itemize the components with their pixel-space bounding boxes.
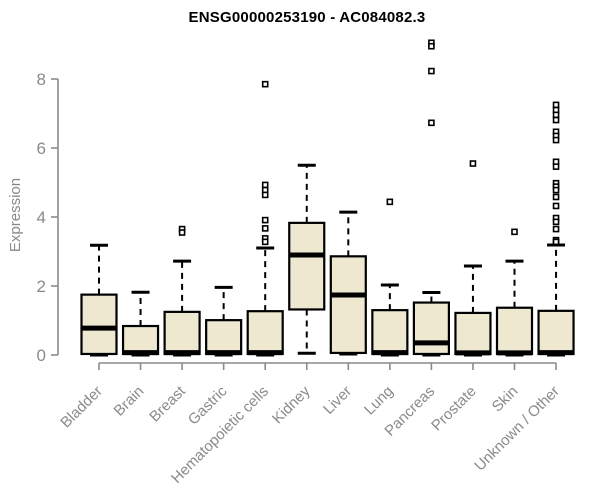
outlier-point [552,116,560,124]
outlier-point [261,238,269,246]
outlier-point [261,191,269,199]
outlier-point [552,238,560,246]
box-skin [495,306,534,356]
outlier-point [428,67,435,75]
y-tick-label: 8 [37,70,46,89]
x-tick-label: Breast [146,382,189,425]
x-tick-label: Brain [111,383,148,420]
x-tick-label: Kidney [269,382,314,427]
x-tick-label: Lung [361,383,397,419]
outlier-point [469,160,477,167]
box-gastric [205,319,243,356]
x-tick-label: Prostate [428,383,480,435]
outlier-point [552,225,560,233]
box-prostate [454,311,492,356]
box-brain [121,324,160,356]
box-bladder [80,293,118,356]
outlier-point [261,80,269,88]
outlier-point [261,181,269,189]
box-liver [329,255,367,355]
box-kidney [288,221,326,311]
outlier-point [178,229,186,236]
outlier-point [552,193,560,201]
outlier-point [428,42,435,50]
chart-title: ENSG00000253190 - AC084082.3 [188,9,426,26]
outlier-point [552,202,560,210]
x-tick-label: Liver [320,383,355,418]
box-pancreas [412,301,450,356]
box-hematopoietic-cells [246,310,284,356]
outlier-point [511,228,518,236]
outlier-point [552,101,560,109]
y-tick-label: 6 [37,139,46,158]
y-tick-label: 2 [37,277,46,296]
outlier-point [552,163,560,170]
y-tick-label: 4 [37,208,46,227]
outlier-point [261,216,269,224]
box-unknown-other [537,309,575,356]
outlier-point [552,111,560,119]
outlier-point [552,186,560,194]
outlier-point [552,218,560,226]
box-breast [163,310,201,356]
outlier-point [386,198,394,206]
x-tick-label: Bladder [57,383,106,432]
outlier-point [552,136,560,144]
y-tick-label: 0 [37,346,46,365]
outlier-point [428,119,435,127]
x-tick-label: Skin [489,383,522,416]
outlier-point [261,225,269,232]
box-lung [371,309,409,356]
